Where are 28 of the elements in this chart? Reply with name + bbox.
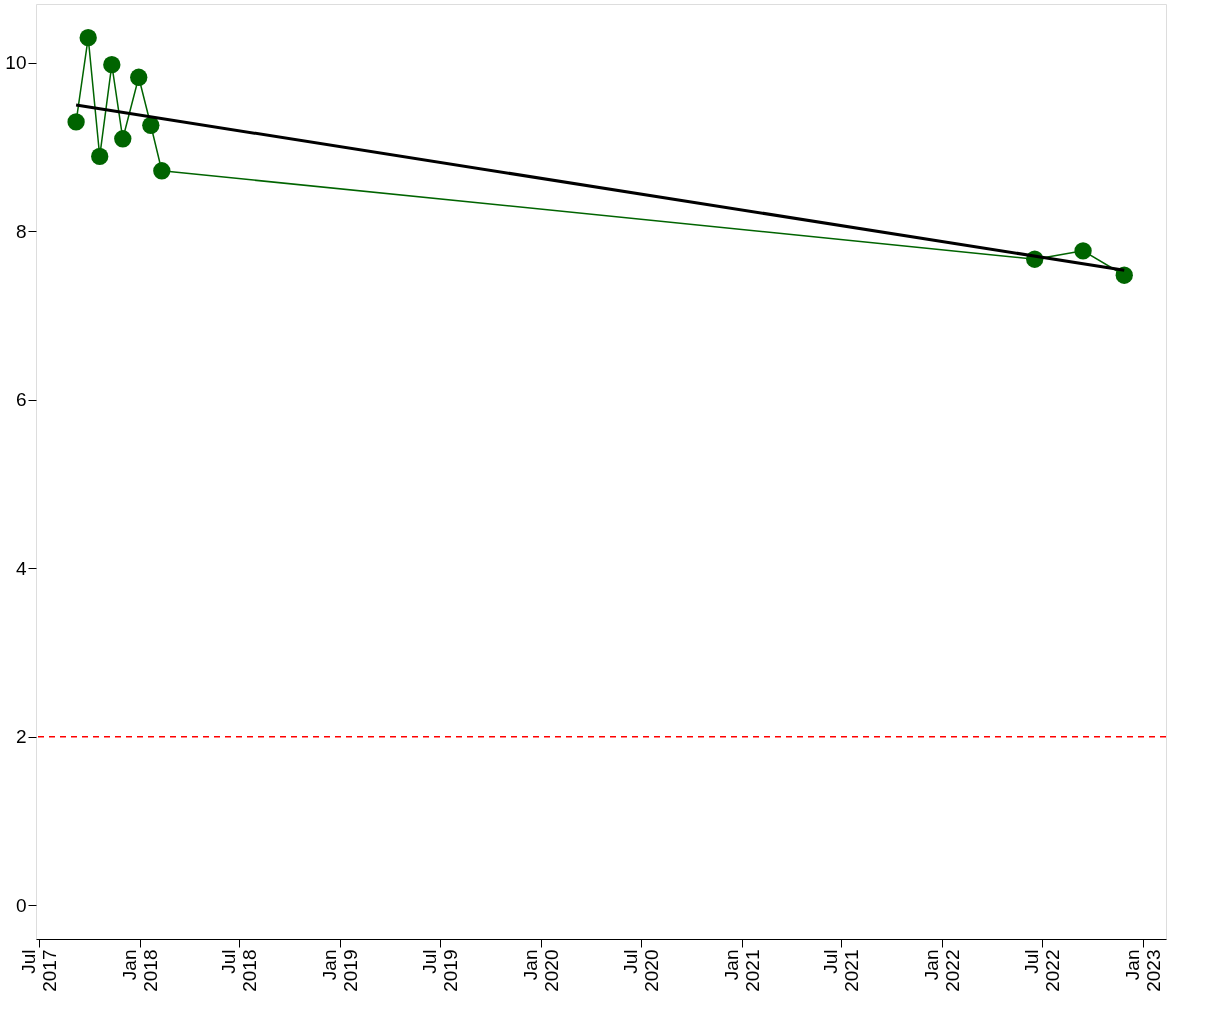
- point: [114, 130, 132, 148]
- point: [1074, 242, 1092, 260]
- x-tick-label: Jul 2017: [17, 949, 60, 992]
- point: [103, 56, 121, 74]
- x-tick-label: Jul 2021: [820, 949, 863, 992]
- point: [79, 29, 97, 47]
- y-tick-label: 2: [15, 726, 27, 748]
- x-tick-label: Jan 2022: [921, 949, 964, 992]
- y-tick-label: 0: [15, 894, 27, 916]
- point: [130, 68, 148, 86]
- y-tick-label: 4: [15, 557, 27, 579]
- point: [67, 113, 85, 131]
- x-tick-label: Jul 2019: [418, 949, 461, 992]
- x-tick-label: Jan 2021: [720, 949, 763, 992]
- x-tick-label: Jan 2019: [319, 949, 362, 992]
- point: [153, 162, 171, 180]
- y-tick-label: 8: [15, 220, 27, 242]
- x-tick-label: Jan 2020: [519, 949, 562, 992]
- x-tick-label: Jul 2022: [1020, 949, 1063, 992]
- x-tick-label: Jul 2018: [218, 949, 261, 992]
- point: [91, 147, 109, 166]
- y-tick-label: 10: [5, 52, 27, 74]
- x-tick-label: Jul 2020: [619, 949, 662, 992]
- point: [142, 116, 160, 134]
- x-tick-label: Jan 2023: [1121, 949, 1164, 992]
- point: [1115, 266, 1133, 284]
- y-tick-label: 6: [15, 389, 27, 411]
- x-tick-label: Jan 2018: [118, 949, 161, 992]
